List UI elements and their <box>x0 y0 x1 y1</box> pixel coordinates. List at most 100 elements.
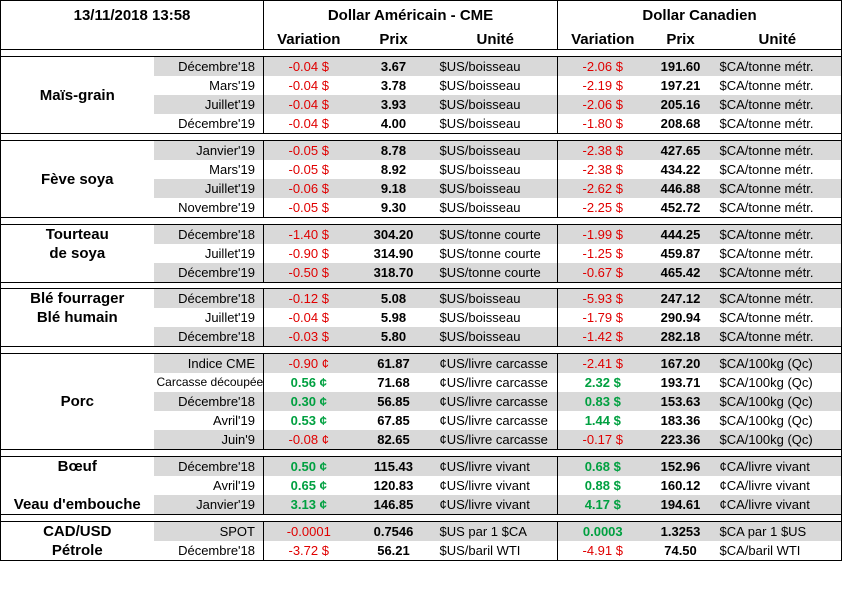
separator-cell <box>0 346 842 354</box>
cad-variation: 2.32 $ <box>557 373 648 392</box>
usd-variation: 0.30 ¢ <box>263 392 354 411</box>
contract-month: Décembre'18 <box>153 56 264 76</box>
header-row-1: 13/11/2018 13:58 Dollar Américain - CME … <box>1 0 842 29</box>
usd-unit: ¢US/livre vivant <box>433 495 558 515</box>
contract-month: Indice CME <box>153 353 264 373</box>
usd-price: 8.92 <box>380 162 407 177</box>
commodity-name <box>1 476 154 495</box>
table-row: Bœuf Décembre'18 0.50 ¢ 115.43 ¢US/livre viv… <box>1 456 842 476</box>
cad-prix-header: Prix <box>666 30 695 48</box>
usd-variation: -0.08 ¢ <box>263 430 354 450</box>
commodity-name: de soya <box>49 245 106 262</box>
usd-variation: -0.03 $ <box>263 327 354 347</box>
cad-variation: 1.44 $ <box>557 411 648 430</box>
table-row: Juillet'19 -0.06 $9.18 $US/boisseau -2.62 $… <box>1 179 842 198</box>
cad-variation: -2.25 $ <box>557 198 648 218</box>
usd-price: 9.30 <box>380 200 407 215</box>
cad-price: 208.68 <box>660 116 701 131</box>
cad-price: 446.88 <box>647 179 714 198</box>
usd-unit: $US/boisseau <box>439 116 521 131</box>
table-row: Juillet'19 -0.04 $3.93 $US/boisseau -2.06 $… <box>1 95 842 114</box>
commodity-name: Maïs-grain <box>39 86 115 104</box>
commodity-name: CAD/USD <box>43 523 112 540</box>
table-row: Avril'19 0.53 ¢ 67.85 ¢US/livre carcasse 1.4… <box>1 411 842 430</box>
cad-variation: -2.62 $ <box>557 179 648 198</box>
cad-section-title: Dollar Canadien <box>557 0 842 29</box>
cad-unit: $CA/tonne métr. <box>713 140 842 160</box>
contract-month: Carcasse découpée <box>156 375 264 389</box>
cad-unit: $CA par 1 $US <box>713 521 842 541</box>
group-separator <box>0 282 842 289</box>
cad-variation: -2.06 $ <box>557 56 648 76</box>
usd-price: 146.85 <box>353 495 434 515</box>
usd-price: 5.80 <box>353 327 434 347</box>
cad-unit: $CA/100kg (Qc) <box>719 375 813 390</box>
usd-price: 115.43 <box>353 456 434 476</box>
cad-unit: $CA/tonne métr. <box>719 162 814 177</box>
cad-price: 434.22 <box>660 162 701 177</box>
cad-unit: $CA/tonne métr. <box>713 224 842 244</box>
commodity-name <box>1 263 154 283</box>
cad-variation: 0.0003 <box>557 521 648 541</box>
usd-unit: ¢US/livre carcasse <box>433 392 558 411</box>
usd-section-title: Dollar Américain - CME <box>262 0 558 29</box>
cad-variation: -1.99 $ <box>557 224 648 244</box>
usd-unit: $US/tonne courte <box>433 224 558 244</box>
cad-variation: -2.41 $ <box>557 353 648 373</box>
contract-month: Décembre'19 <box>178 116 255 131</box>
contract-month: Juillet'19 <box>153 95 264 114</box>
cad-unit: $CA/100kg (Qc) <box>713 430 842 450</box>
usd-variation: -0.04 $ <box>263 308 354 327</box>
table-row: Tourteau Décembre'18 -1.40 $304.20 $US/tonn… <box>1 224 842 244</box>
commodity-name: Tourteau <box>45 226 109 243</box>
cad-price: 74.50 <box>664 543 697 558</box>
separator-cell <box>0 49 842 57</box>
usd-unit: ¢US/livre vivant <box>439 478 530 493</box>
usd-variation: -0.06 $ <box>263 179 354 198</box>
usd-unit: ¢US/livre carcasse <box>439 375 548 390</box>
cad-price: 1.3253 <box>647 521 714 541</box>
usd-unite-header: Unité <box>476 30 515 48</box>
usd-unit: ¢US/livre carcasse <box>439 413 548 428</box>
separator-cell <box>0 449 842 457</box>
usd-price: 56.21 <box>377 543 410 558</box>
usd-price: 71.68 <box>377 375 410 390</box>
cad-variation: -1.25 $ <box>557 244 648 263</box>
cad-variation: -2.06 $ <box>557 95 648 114</box>
usd-unit: $US/baril WTI <box>439 543 521 558</box>
commodity-name: Pétrole <box>51 542 103 559</box>
usd-unit: $US/boisseau <box>439 310 521 325</box>
cad-price: 193.71 <box>660 375 701 390</box>
usd-variation: -0.04 $ <box>263 76 354 95</box>
contract-month: Avril'19 <box>213 413 255 428</box>
usd-unit: $US/boisseau <box>439 200 521 215</box>
cad-price: 197.21 <box>660 78 701 93</box>
usd-unit: $US/boisseau <box>433 56 558 76</box>
group-separator <box>0 49 842 57</box>
commodity-name: Blé humain <box>36 309 118 326</box>
group-separator <box>0 217 842 225</box>
usd-variation: 0.53 ¢ <box>263 411 354 430</box>
group-separator <box>0 133 842 141</box>
usd-variation: 3.13 ¢ <box>263 495 354 515</box>
cad-price: 153.63 <box>647 392 714 411</box>
table-row: Novembre'19 -0.05 $ 9.30 $US/boisseau -2.25 … <box>1 198 842 218</box>
cad-unit: $CA/tonne métr. <box>713 95 842 114</box>
table-row: Blé humain Juillet'19 -0.04 $ 5.98 $US/boiss… <box>1 308 842 327</box>
usd-price: 4.00 <box>380 116 407 131</box>
usd-price: 82.65 <box>353 430 434 450</box>
cad-variation-header: Variation <box>557 29 648 50</box>
usd-price: 120.83 <box>373 478 414 493</box>
commodity-name: Porc <box>60 393 94 410</box>
usd-price: 3.78 <box>380 78 407 93</box>
contract-month: Janvier'19 <box>153 495 264 515</box>
cad-price: 183.36 <box>660 413 701 428</box>
cad-price: 247.12 <box>647 288 714 308</box>
table-row: Décembre'19 -0.50 $318.70 $US/tonne courte… <box>1 263 842 283</box>
cad-unit: ¢CA/livre vivant <box>713 456 842 476</box>
cad-variation: -0.67 $ <box>557 263 648 283</box>
cad-unit: $CA/tonne métr. <box>719 200 814 215</box>
usd-variation: -0.0001 <box>263 521 354 541</box>
usd-variation: -0.05 $ <box>263 198 354 218</box>
usd-unit: ¢US/livre carcasse <box>433 430 558 450</box>
